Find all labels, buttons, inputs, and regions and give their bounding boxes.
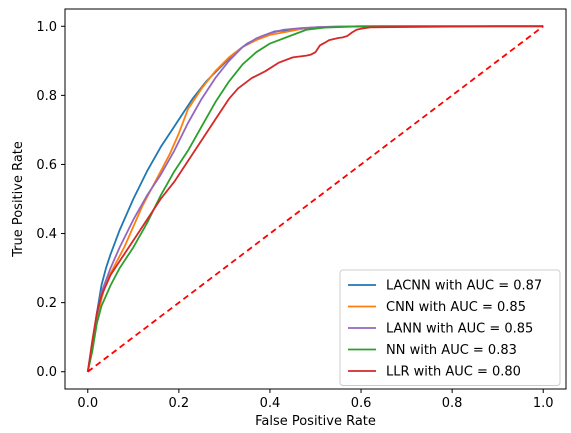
y-tick-label: 0.4 [36, 227, 57, 242]
x-tick-label: 0.0 [77, 396, 98, 411]
series-line-4 [86, 25, 544, 372]
x-tick-label: 0.2 [169, 396, 190, 411]
legend: LACNN with AUC = 0.87 CNN with AUC = 0.85… [339, 269, 561, 386]
plot-area [86, 25, 544, 373]
legend-entry-label: LLR with AUC = 0.80 [386, 365, 521, 380]
x-axis-ticks: 0.0 0.2 0.4 0.6 0.8 1.0 [77, 389, 554, 411]
x-tick-label: 0.8 [442, 396, 463, 411]
y-tick-label: 0.2 [36, 296, 57, 311]
y-tick-label: 0.0 [36, 365, 57, 380]
x-axis-label: False Positive Rate [255, 414, 376, 429]
legend-entry-label: LANN with AUC = 0.85 [386, 322, 533, 337]
legend-entry-label: LACNN with AUC = 0.87 [386, 279, 542, 294]
axes-frame [64, 8, 567, 390]
series-line-3 [86, 25, 544, 372]
legend-entry-label: CNN with AUC = 0.85 [386, 300, 526, 315]
x-tick-label: 0.6 [351, 396, 372, 411]
y-axis-label: True Positive Rate [11, 141, 26, 258]
legend-entry-label: NN with AUC = 0.83 [386, 343, 517, 358]
x-tick-label: 0.4 [260, 396, 281, 411]
reference-diagonal-line [87, 25, 544, 373]
y-axis-ticks: 0.0 0.2 0.4 0.6 0.8 1.0 [36, 20, 65, 380]
y-tick-label: 0.8 [36, 89, 57, 104]
y-tick-label: 1.0 [36, 20, 57, 35]
y-tick-label: 0.6 [36, 158, 57, 173]
legend-box [339, 269, 561, 386]
x-tick-label: 1.0 [533, 396, 554, 411]
